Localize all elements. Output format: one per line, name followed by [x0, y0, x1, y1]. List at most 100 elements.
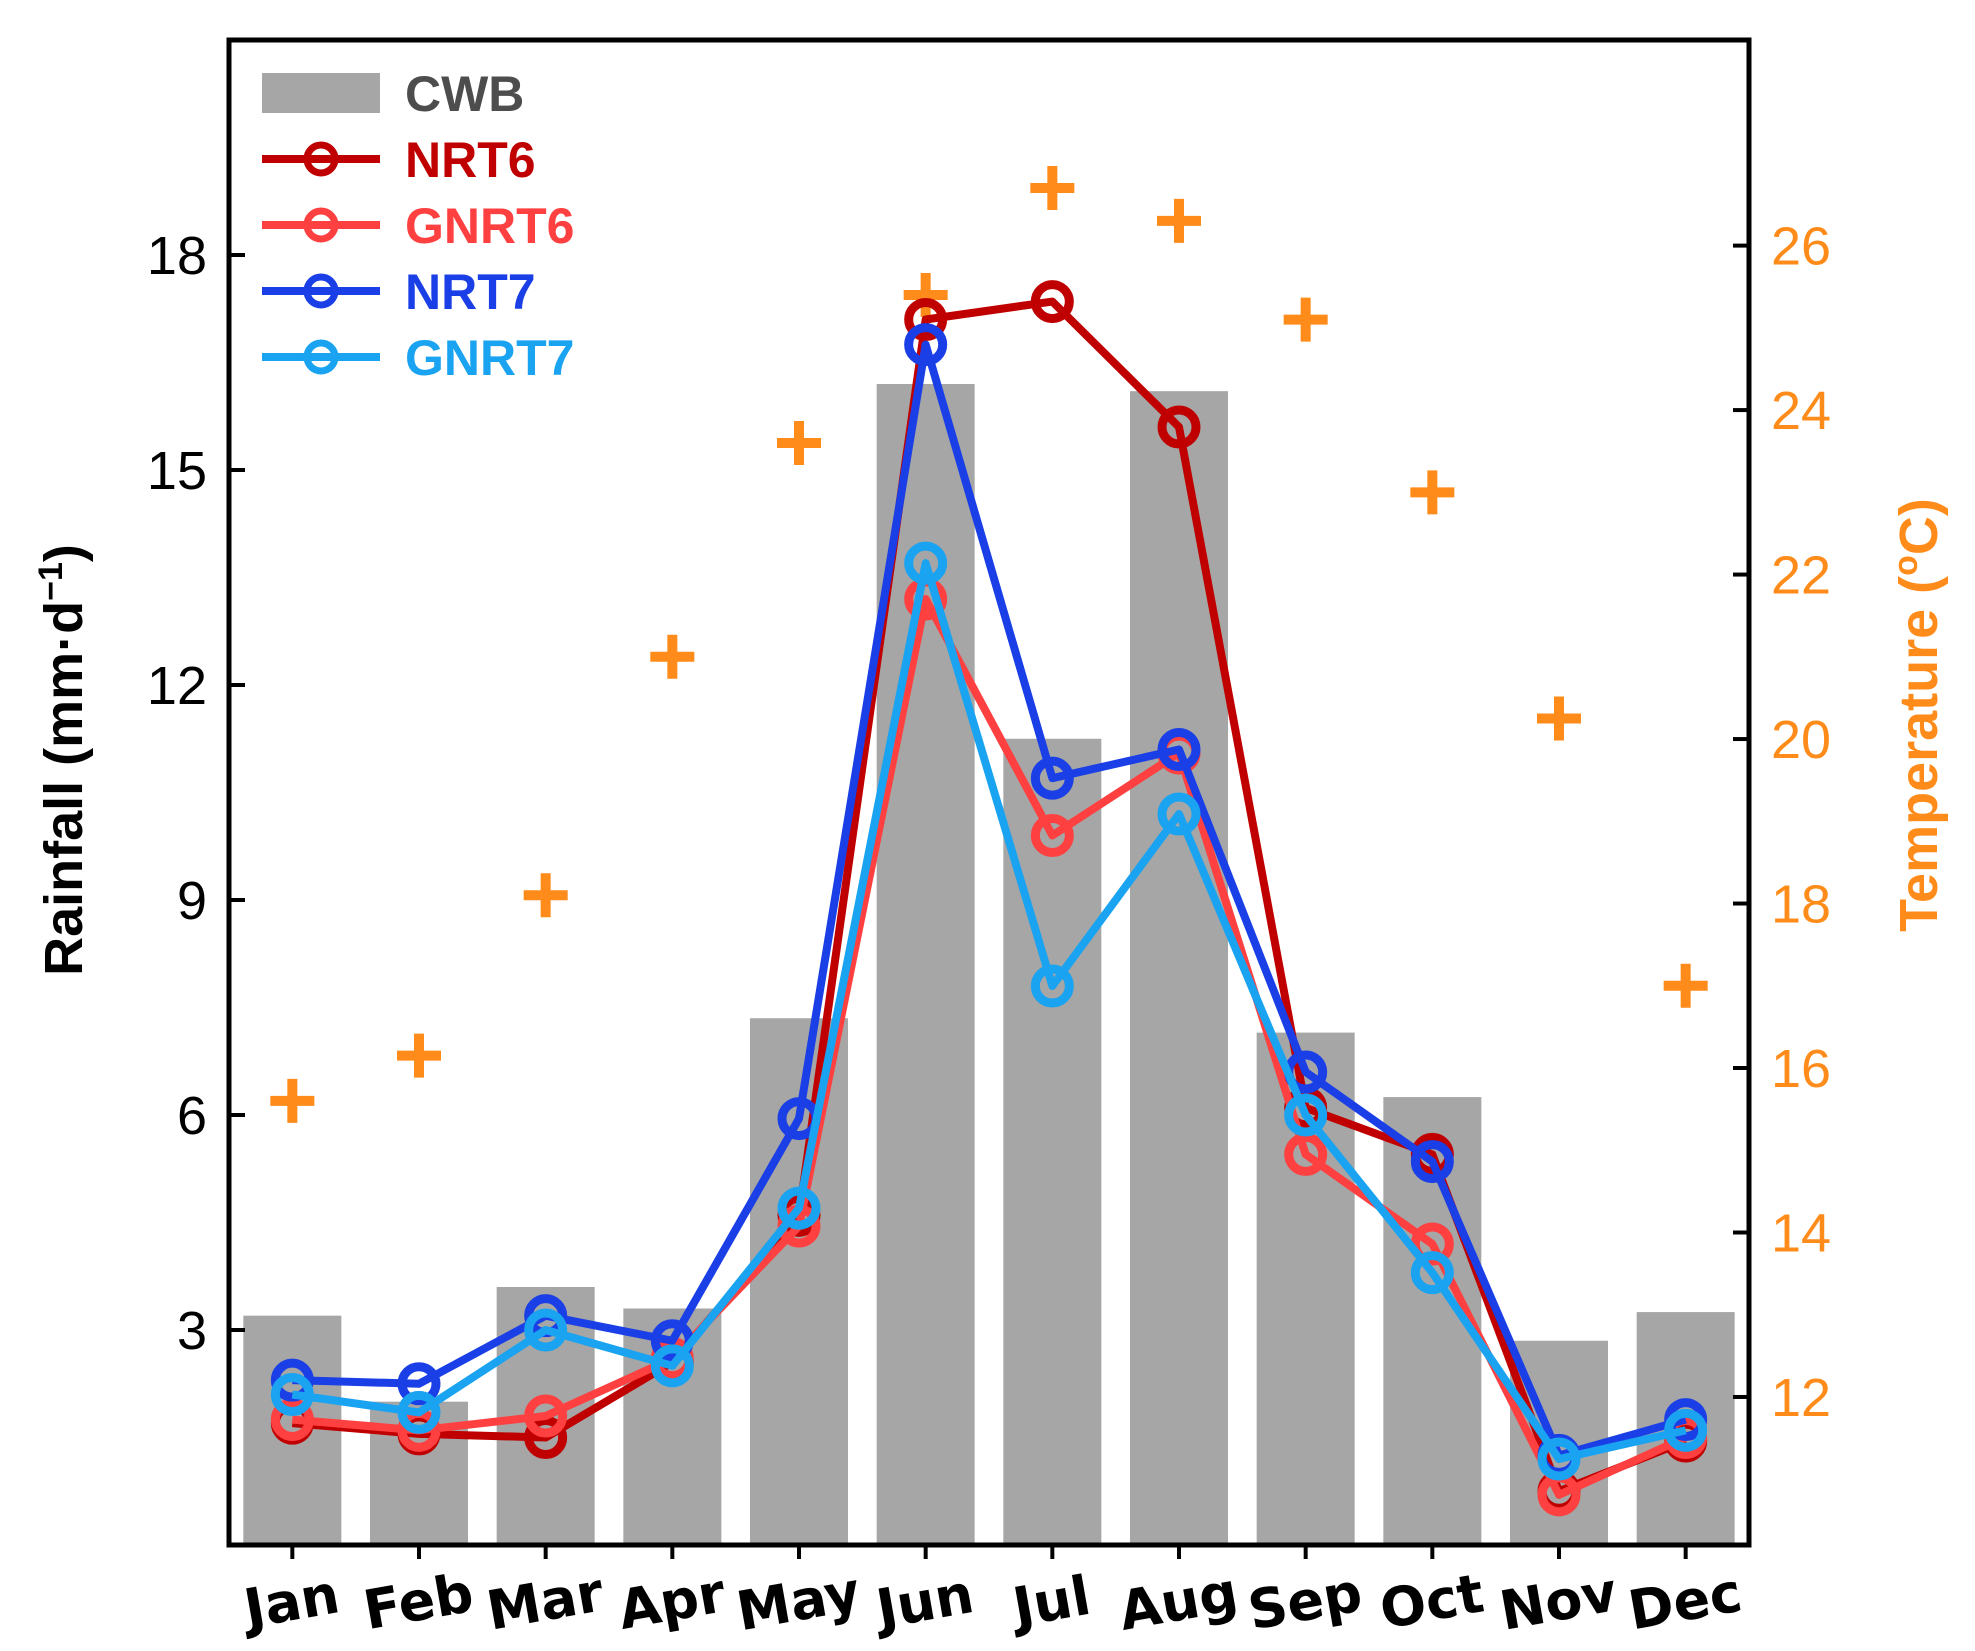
- temperature-marker-apr: [650, 634, 695, 679]
- y-axis-label-superscript: −1: [32, 562, 70, 601]
- point-gnrt6-oct: [1410, 1222, 1454, 1266]
- y-axis-right-label-superscript: o: [1887, 555, 1925, 576]
- plot-frame: [226, 37, 1752, 1548]
- left-tick-label-3: 3: [177, 1301, 207, 1361]
- series-lines: [270, 280, 1708, 1517]
- point-gnrt7-jul: [1030, 964, 1074, 1008]
- temperature-marker-jul: [1030, 166, 1075, 211]
- x-axis-ticks: Jan Feb Mar Apr May Jun Jul Aug Sep Oct Nov Dec: [236, 1545, 1747, 1644]
- right-tick-label-26: 26: [1771, 217, 1831, 277]
- right-tick-label-12: 12: [1771, 1368, 1831, 1428]
- temperature-marker-oct: [1410, 470, 1455, 515]
- right-tick-label-16: 16: [1771, 1039, 1831, 1099]
- temperature-marker-dec: [1663, 963, 1708, 1008]
- series-nrt7: [270, 323, 1708, 1477]
- left-tick-label-15: 15: [147, 441, 207, 501]
- x-tick-label-jan: Jan: [236, 1562, 344, 1641]
- point-nrt7-oct: [1410, 1140, 1454, 1184]
- y-axis-right-label-text: Temperature (: [1889, 576, 1949, 932]
- temperature-marker-jan: [270, 1078, 315, 1123]
- left-axis-ticks: 3 6 9 12 15 18: [147, 226, 245, 1361]
- right-axis-ticks: 12 14 16 18 20 22 24 26: [1733, 217, 1831, 1428]
- point-nrt6-jul: [1030, 280, 1074, 324]
- legend-item-gnrt7: GNRT7: [262, 330, 574, 386]
- legend-label-gnrt6: GNRT6: [405, 198, 574, 254]
- x-tick-label-may: May: [732, 1560, 865, 1644]
- point-nrt7-aug: [1157, 728, 1201, 771]
- legend-item-nrt6: NRT6: [262, 132, 536, 188]
- legend-label-cwb: CWB: [405, 66, 524, 122]
- point-gnrt7-jun: [904, 541, 948, 585]
- x-tick-label-sep: Sep: [1243, 1561, 1366, 1643]
- right-tick-label-20: 20: [1771, 710, 1831, 770]
- temperature-marker-jun: [903, 272, 948, 317]
- x-tick-label-aug: Aug: [1114, 1560, 1242, 1643]
- point-gnrt6-jul: [1030, 814, 1074, 857]
- series-line-gnrt7: [291, 559, 1687, 1463]
- point-gnrt7-nov: [1537, 1437, 1581, 1481]
- point-gnrt7-dec: [1664, 1408, 1708, 1452]
- legend-label-nrt7: NRT7: [405, 264, 536, 320]
- temperature-marker-aug: [1157, 198, 1201, 243]
- temperature-marker-nov: [1537, 696, 1581, 741]
- point-gnrt7-feb: [397, 1390, 441, 1434]
- legend-item-cwb: CWB: [262, 66, 524, 122]
- point-nrt6-aug: [1157, 405, 1201, 449]
- legend-label-nrt6: NRT6: [405, 132, 536, 188]
- point-gnrt6-jan: [270, 1398, 314, 1442]
- y-axis-label-left: Rainfall (mm·d−1): [32, 544, 94, 976]
- point-gnrt6-mar: [524, 1394, 568, 1438]
- x-tick-label-oct: Oct: [1375, 1562, 1488, 1642]
- legend-swatch-bar: [262, 73, 380, 113]
- legend-marker-gnrt6: [303, 207, 339, 243]
- y-axis-label-right: Temperature (oC): [1887, 498, 1949, 932]
- point-nrt6-jun: [904, 298, 948, 341]
- point-gnrt7-apr: [650, 1344, 694, 1388]
- left-tick-label-12: 12: [147, 656, 207, 716]
- x-tick-label-jul: Jul: [1004, 1564, 1095, 1640]
- right-tick-label-24: 24: [1771, 381, 1831, 441]
- point-gnrt6-sep: [1284, 1132, 1328, 1176]
- series-gnrt6: [270, 577, 1708, 1517]
- legend-item-nrt7: NRT7: [262, 264, 536, 320]
- point-gnrt7-oct: [1410, 1251, 1454, 1295]
- point-nrt6-mar: [524, 1416, 568, 1459]
- right-tick-label-14: 14: [1771, 1203, 1831, 1263]
- y-axis-label-close: ): [34, 544, 94, 562]
- legend-item-gnrt6: GNRT6: [262, 198, 574, 254]
- x-tick-label-jun: Jun: [868, 1562, 978, 1642]
- point-gnrt7-jan: [270, 1373, 314, 1416]
- temperature-marker-sep: [1283, 297, 1328, 342]
- temperature-marker-mar: [523, 873, 568, 918]
- x-tick-label-feb: Feb: [359, 1561, 478, 1642]
- x-tick-label-dec: Dec: [1624, 1561, 1747, 1643]
- legend-marker-nrt6: [303, 141, 339, 177]
- y-axis-label-text: Rainfall (mm·d: [34, 601, 94, 976]
- x-tick-label-nov: Nov: [1495, 1560, 1622, 1642]
- left-tick-label-9: 9: [177, 871, 207, 931]
- point-gnrt7-sep: [1284, 1093, 1328, 1137]
- point-nrt7-jun: [904, 323, 948, 367]
- x-tick-label-apr: Apr: [614, 1561, 731, 1642]
- point-gnrt7-mar: [524, 1308, 568, 1352]
- temperature-marker-feb: [397, 1033, 441, 1078]
- legend-label-gnrt7: GNRT7: [405, 330, 574, 386]
- right-tick-label-22: 22: [1771, 546, 1831, 606]
- point-nrt7-jul: [1030, 756, 1074, 800]
- series-nrt6: [270, 280, 1708, 1513]
- series-gnrt7: [270, 541, 1708, 1481]
- left-tick-label-6: 6: [177, 1086, 207, 1146]
- left-tick-label-18: 18: [147, 226, 207, 286]
- temperature-markers: [270, 166, 1708, 1123]
- x-tick-label-mar: Mar: [482, 1560, 608, 1642]
- legend: CWB NRT6 GNRT6 NRT7 GNRT7: [262, 66, 574, 386]
- bar-jan: [243, 1315, 342, 1545]
- legend-marker-nrt7: [303, 273, 339, 309]
- right-tick-label-18: 18: [1771, 875, 1831, 935]
- point-gnrt7-aug: [1157, 792, 1201, 836]
- y-axis-right-label-close: C): [1889, 498, 1949, 555]
- legend-marker-gnrt7: [303, 339, 339, 375]
- bar-aug: [1130, 391, 1228, 1546]
- temperature-marker-may: [777, 420, 821, 465]
